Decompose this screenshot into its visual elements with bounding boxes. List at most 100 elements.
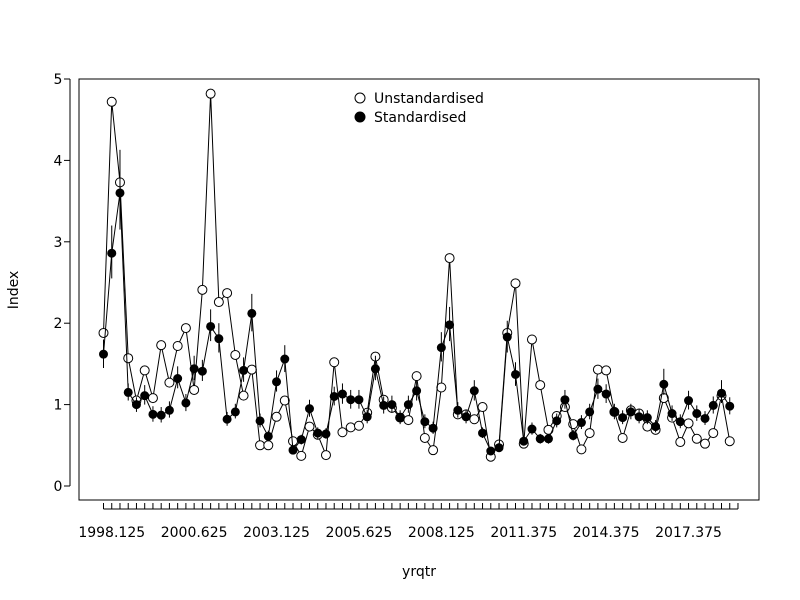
y-tick-label: 0 — [54, 479, 63, 495]
data-point-standardised — [395, 413, 405, 423]
data-point-standardised — [618, 413, 628, 423]
legend-label-standardised: Standardised — [374, 110, 466, 126]
data-point-standardised — [354, 395, 364, 405]
y-tick-label: 3 — [54, 235, 63, 251]
data-point-standardised — [370, 364, 380, 374]
data-point-unstandardised — [279, 395, 290, 406]
data-point-standardised — [230, 407, 240, 417]
data-point-standardised — [609, 407, 619, 417]
data-point-standardised — [675, 417, 685, 427]
data-point-unstandardised — [106, 96, 117, 107]
data-point-standardised — [552, 416, 562, 426]
data-point-standardised — [255, 416, 265, 426]
data-point-standardised — [362, 412, 372, 422]
data-point-standardised — [626, 407, 636, 417]
data-point-unstandardised — [238, 390, 249, 401]
data-point-unstandardised — [411, 371, 422, 382]
data-point-standardised — [288, 445, 298, 455]
data-point-unstandardised — [403, 415, 414, 426]
data-point-unstandardised — [601, 365, 612, 376]
x-tick-label: 2017.375 — [655, 525, 722, 541]
data-point-standardised — [420, 417, 430, 427]
data-point-standardised — [115, 188, 125, 198]
data-point-standardised — [700, 413, 710, 423]
x-axis: 1998.125 2000.625 2003.125 2005.625 2008.125… — [78, 503, 739, 541]
data-point-unstandardised — [98, 327, 109, 338]
data-point-standardised — [379, 400, 389, 410]
data-point-standardised — [329, 391, 339, 401]
data-point-standardised — [708, 400, 718, 410]
data-point-standardised — [519, 436, 529, 446]
x-tick-label: 2000.625 — [161, 525, 228, 541]
data-point-unstandardised — [164, 377, 175, 388]
data-point-unstandardised — [180, 323, 191, 334]
data-point-unstandardised — [288, 436, 299, 447]
data-point-standardised — [667, 409, 677, 419]
data-point-unstandardised — [320, 450, 331, 461]
x-tick-label: 1998.125 — [78, 525, 145, 541]
data-point-standardised — [247, 308, 257, 318]
data-point-unstandardised — [526, 334, 537, 345]
data-point-standardised — [313, 428, 323, 438]
data-point-unstandardised — [469, 414, 480, 425]
data-point-unstandardised — [708, 428, 719, 439]
data-point-standardised — [131, 400, 141, 410]
data-point-standardised — [684, 396, 694, 406]
legend: Unstandardised Standardised — [354, 91, 484, 126]
data-point-standardised — [214, 334, 224, 344]
data-point-standardised — [346, 395, 356, 405]
data-point-standardised — [173, 374, 183, 384]
data-point-unstandardised — [189, 384, 200, 395]
data-point-unstandardised — [156, 340, 167, 351]
data-point-standardised — [453, 405, 463, 415]
x-tick-label: 2011.375 — [490, 525, 557, 541]
data-point-unstandardised — [345, 422, 356, 433]
series-standardised — [99, 149, 735, 456]
data-point-standardised — [642, 413, 652, 423]
data-point-unstandardised — [617, 432, 628, 443]
data-point-standardised — [412, 386, 422, 396]
data-point-standardised — [305, 404, 314, 414]
data-point-standardised — [717, 388, 726, 398]
data-point-unstandardised — [428, 445, 439, 456]
x-tick-label: 2008.125 — [408, 525, 475, 541]
data-point-standardised — [576, 418, 586, 428]
data-point-unstandardised — [584, 428, 595, 439]
legend-marker-standardised — [354, 111, 366, 123]
data-point-unstandardised — [353, 420, 364, 431]
data-point-standardised — [296, 435, 306, 445]
data-point-unstandardised — [230, 349, 241, 360]
series-unstandardised — [98, 88, 735, 462]
data-point-unstandardised — [691, 433, 702, 444]
data-point-unstandardised — [683, 418, 694, 429]
data-point-unstandardised — [139, 365, 150, 376]
y-tick-label: 4 — [54, 153, 63, 169]
data-point-unstandardised — [271, 411, 282, 422]
data-point-unstandardised — [419, 432, 430, 443]
data-point-unstandardised — [444, 253, 455, 264]
data-point-standardised — [511, 369, 520, 379]
data-point-standardised — [445, 320, 455, 330]
data-point-standardised — [527, 424, 537, 434]
data-point-standardised — [428, 423, 438, 433]
data-point-standardised — [502, 332, 512, 342]
data-point-unstandardised — [477, 402, 488, 413]
data-point-standardised — [337, 389, 347, 399]
data-point-unstandardised — [222, 288, 233, 299]
data-point-standardised — [99, 349, 108, 359]
data-point-standardised — [206, 321, 216, 331]
data-point-standardised — [197, 366, 207, 376]
data-point-standardised — [189, 364, 199, 374]
data-point-standardised — [568, 431, 578, 441]
plot-frame — [78, 78, 760, 501]
data-point-standardised — [140, 391, 150, 401]
data-point-unstandardised — [724, 436, 735, 447]
data-point-unstandardised — [700, 438, 711, 449]
data-point-standardised — [436, 343, 446, 353]
data-point-standardised — [494, 443, 504, 453]
data-point-standardised — [461, 412, 471, 422]
data-point-standardised — [148, 409, 158, 419]
data-point-unstandardised — [436, 382, 447, 393]
data-point-standardised — [181, 398, 191, 408]
data-point-standardised — [222, 414, 232, 424]
